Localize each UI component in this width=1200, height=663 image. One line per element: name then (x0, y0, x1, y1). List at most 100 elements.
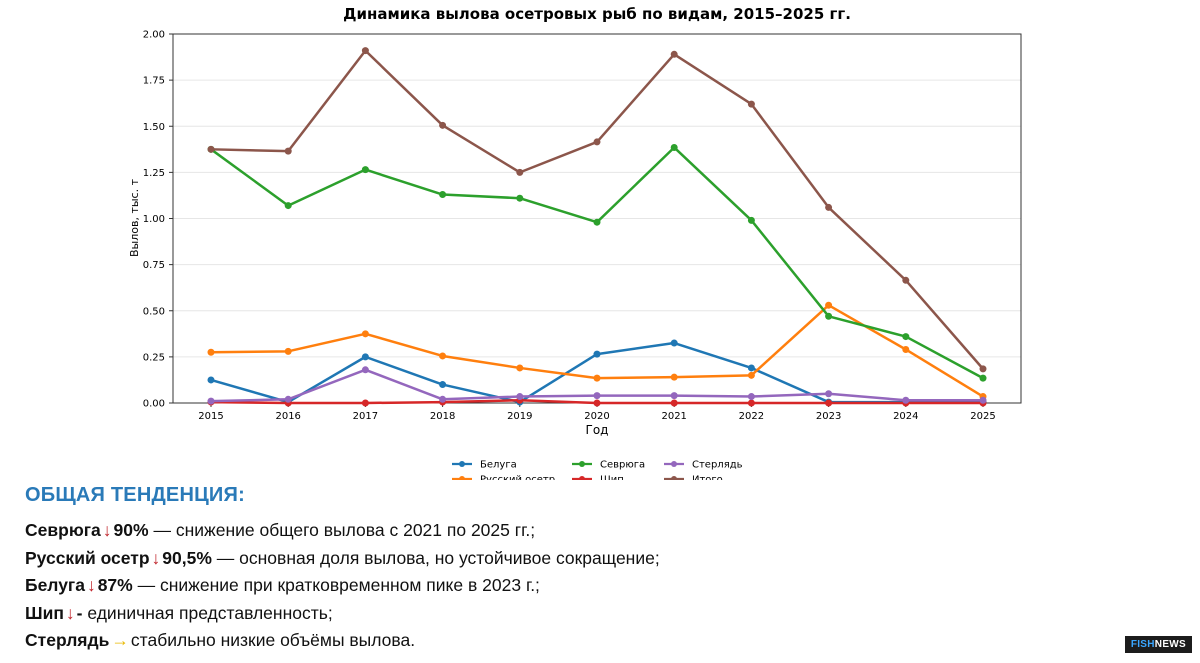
data-point (825, 390, 833, 398)
data-point (361, 166, 369, 174)
trend-description: — основная доля вылова, но устойчивое со… (216, 547, 660, 568)
data-point (670, 392, 678, 400)
legend: Белуга Севрюга Стерлядь Русский осетр Шип Ито… (452, 460, 743, 481)
data-point (361, 47, 369, 55)
data-point (979, 374, 987, 382)
data-point (747, 393, 755, 401)
data-point (825, 312, 833, 320)
change-percent: 90% (113, 520, 149, 540)
data-point (670, 399, 678, 407)
y-tick-label: 1.00 (143, 214, 165, 225)
data-point (439, 395, 447, 403)
data-point (516, 194, 524, 202)
y-tick-label: 0.50 (143, 306, 165, 317)
data-point (670, 50, 678, 58)
species-name: Шип (25, 602, 64, 623)
data-point (825, 399, 833, 407)
trend-description: единичная представленность; (87, 602, 333, 623)
data-point (284, 147, 292, 155)
change-percent: 90,5% (162, 547, 212, 568)
trend-description: — снижение при кратковременном пике в 20… (137, 575, 540, 595)
data-point (593, 138, 601, 146)
change-percent: 87% (97, 575, 133, 595)
data-point (361, 330, 369, 338)
x-tick-label: 2016 (275, 411, 300, 422)
data-point (284, 202, 292, 210)
data-point (361, 353, 369, 361)
y-tick-label: 1.75 (143, 76, 165, 87)
data-point (207, 397, 215, 405)
series-итого (207, 47, 987, 373)
legend-item-русский-осетр: Русский осетр (452, 475, 555, 481)
legend-label: Русский осетр (480, 475, 555, 481)
data-point (825, 203, 833, 211)
arrow-down-icon: ↓ (86, 575, 96, 595)
data-point (670, 143, 678, 151)
legend-marker (671, 476, 677, 480)
y-tick-label: 1.50 (143, 122, 165, 133)
series-русский-осетр (207, 301, 987, 401)
data-point (593, 374, 601, 382)
data-point (207, 348, 215, 356)
arrow-down-icon: ↓ (151, 547, 161, 568)
data-point (207, 376, 215, 384)
data-point (670, 339, 678, 347)
change-percent: - (76, 602, 83, 623)
y-tick-label: 0.25 (143, 352, 165, 363)
arrow-down-icon: ↓ (102, 520, 112, 540)
y-axis-label: Вылов, тыс. т (128, 178, 141, 257)
series-севрюга (207, 143, 987, 382)
series-стерлядь (207, 366, 987, 405)
x-tick-label: 2022 (739, 411, 764, 422)
legend-label: Белуга (480, 460, 517, 471)
legend-marker (671, 461, 677, 467)
data-point (593, 399, 601, 407)
summary-line-стерлядь: Стерлядь → стабильно низкие объёмы вылова. (25, 627, 1025, 655)
data-point (593, 350, 601, 358)
trend-summary: ОБЩАЯ ТЕНДЕНЦИЯ: Севрюга ↓ 90% — снижение … (25, 484, 1025, 655)
legend-label: Итого (692, 475, 723, 481)
data-point (902, 333, 910, 341)
series-шип (207, 396, 987, 407)
x-tick-label: 2017 (353, 411, 378, 422)
legend-label: Шип (600, 475, 624, 481)
legend-marker (459, 476, 465, 480)
species-name: Стерлядь (25, 630, 110, 650)
legend-marker (459, 461, 465, 467)
data-point (670, 373, 678, 381)
data-point (516, 168, 524, 176)
legend-marker (579, 476, 585, 480)
legend-marker (579, 461, 585, 467)
species-name: Белуга (25, 575, 85, 595)
data-point (979, 396, 987, 404)
data-point (439, 191, 447, 199)
data-point (361, 399, 369, 407)
data-point (439, 381, 447, 389)
legend-item-севрюга: Севрюга (572, 460, 645, 471)
legend-item-шип: Шип (572, 475, 624, 481)
data-point (439, 121, 447, 129)
legend-label: Стерлядь (692, 460, 743, 471)
data-point (284, 347, 292, 355)
trend-description: стабильно низкие объёмы вылова. (130, 630, 416, 650)
x-tick-label: 2023 (816, 411, 841, 422)
y-tick-label: 0.00 (143, 399, 165, 410)
x-tick-label: 2015 (198, 411, 223, 422)
data-point (439, 352, 447, 360)
data-point (207, 145, 215, 153)
data-point (747, 216, 755, 224)
data-point (284, 395, 292, 403)
data-point (747, 371, 755, 379)
data-point (593, 392, 601, 400)
data-point (516, 364, 524, 372)
summary-line-шип: Шип ↓ - единичная представленность; (25, 600, 1025, 628)
arrow-right-icon: → (111, 630, 129, 650)
data-point (902, 276, 910, 284)
series-line (210, 49, 984, 370)
x-tick-label: 2025 (970, 411, 995, 422)
chart-title: Динамика вылова осетровых рыб по видам, … (343, 5, 851, 23)
legend-item-белуга: Белуга (452, 460, 517, 471)
y-tick-label: 0.75 (143, 260, 165, 271)
data-point (979, 365, 987, 373)
legend-item-итого: Итого (664, 475, 723, 481)
